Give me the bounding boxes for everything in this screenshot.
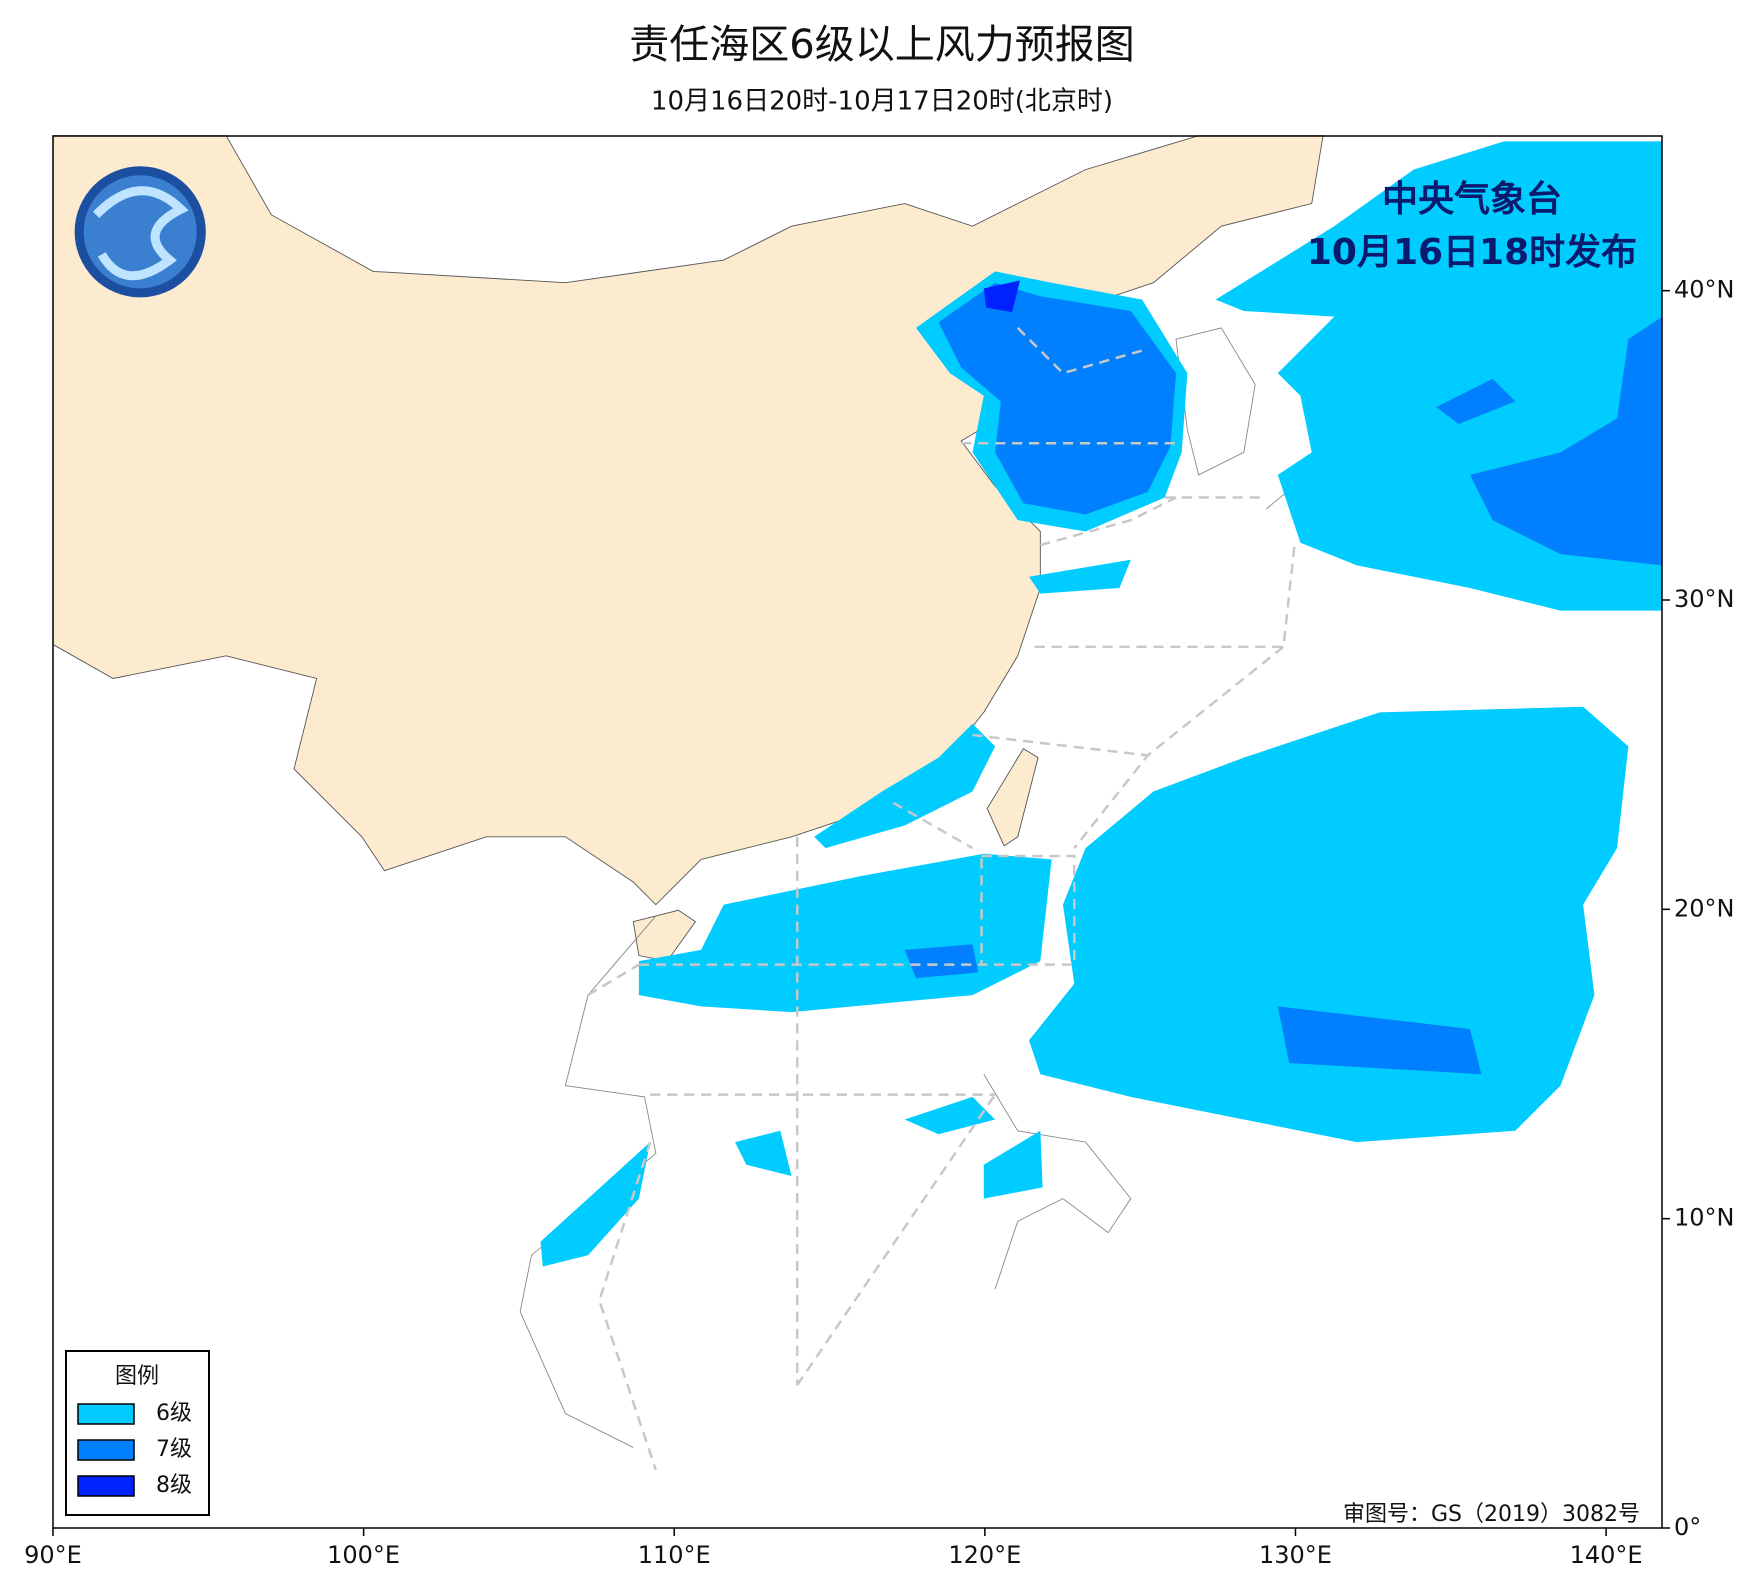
x-tick-label: 110°E	[638, 1541, 711, 1569]
wind-area	[1029, 559, 1131, 594]
legend-label: 7级	[156, 1437, 192, 1462]
legend-label: 6级	[156, 1401, 192, 1426]
legend-label: 8级	[156, 1473, 192, 1498]
wind-area	[904, 1096, 996, 1135]
wind-area	[1436, 378, 1516, 425]
y-tick-label: 30°N	[1674, 585, 1735, 613]
wind-area	[1277, 1006, 1482, 1075]
taiwan-land	[986, 747, 1039, 847]
wind-areas	[540, 141, 1663, 1267]
legend-title: 图例	[115, 1364, 159, 1389]
legend-swatch	[77, 1403, 135, 1425]
wind-area	[983, 280, 1020, 313]
sea-area-boundaries	[587, 327, 1297, 1471]
x-tick-label: 140°E	[1570, 1541, 1643, 1569]
map-layer	[52, 135, 1663, 1529]
y-tick-label: 10°N	[1674, 1204, 1735, 1232]
y-tick-label: 0°	[1674, 1513, 1701, 1541]
wind-area	[814, 723, 996, 849]
approval-number: 审图号：GS（2019）3082号	[1343, 1502, 1640, 1527]
wind-area	[904, 944, 979, 979]
legend-swatch	[77, 1475, 135, 1497]
map-subtitle: 10月16日20时-10月17日20时(北京时)	[651, 87, 1113, 117]
wind-area	[735, 1130, 792, 1177]
wind-area	[540, 1142, 651, 1267]
legend: 图例 6级 7级 8级	[65, 1350, 210, 1516]
legend-swatch	[77, 1439, 135, 1461]
x-tick-label: 120°E	[948, 1541, 1021, 1569]
y-tick-label: 20°N	[1674, 894, 1735, 922]
x-tick-label: 100°E	[327, 1541, 400, 1569]
y-tick-label: 40°N	[1674, 276, 1735, 304]
wind-area	[1029, 706, 1629, 1143]
map-frame	[52, 135, 1663, 1529]
wind-area	[983, 1130, 1043, 1199]
x-tick-label: 130°E	[1259, 1541, 1332, 1569]
wind-area	[1470, 316, 1663, 566]
logo	[74, 166, 206, 298]
wind-area	[938, 282, 1177, 515]
issuer-line: 10月16日18时发布	[1307, 232, 1637, 273]
hainan-land	[632, 909, 697, 962]
map-title: 责任海区6级以上风力预报图	[629, 22, 1134, 68]
x-tick-label: 90°E	[24, 1541, 82, 1569]
china-land	[52, 135, 1324, 906]
issuer-line: 中央气象台	[1382, 179, 1562, 220]
